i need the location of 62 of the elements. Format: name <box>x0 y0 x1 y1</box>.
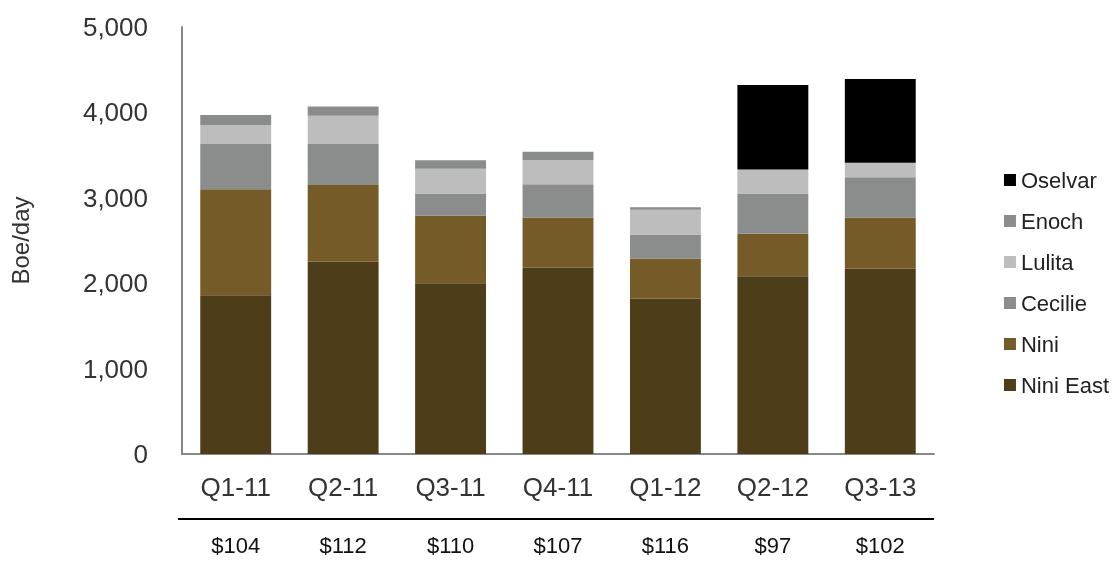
legend-label: Nini <box>1020 331 1059 357</box>
bar <box>200 189 272 296</box>
y-tick-label: 0 <box>133 439 148 469</box>
bar <box>844 268 916 454</box>
bar <box>629 207 701 210</box>
bar <box>844 217 916 269</box>
text: $112 <box>319 532 367 558</box>
text: $110 <box>426 532 475 558</box>
bar <box>200 144 272 190</box>
legend-label: Nini East <box>1020 372 1110 398</box>
x-tick-label: Q2-11 <box>307 472 379 502</box>
x-tick-label: Q1-12 <box>629 472 702 502</box>
bar <box>307 144 379 185</box>
x-tick-label: Q3-13 <box>844 472 917 502</box>
bar <box>307 261 379 454</box>
x-tick-label: Q3-11 <box>415 472 486 502</box>
x-tick-label: Q2-12 <box>736 472 809 502</box>
bar <box>522 151 594 161</box>
text: $102 <box>855 532 905 558</box>
x-tick-label: Q4-11 <box>522 472 594 502</box>
legend-label: Lulita <box>1020 249 1075 275</box>
bar <box>307 106 379 116</box>
bar <box>200 295 272 454</box>
bar <box>629 209 701 235</box>
bar <box>629 234 701 259</box>
bar <box>737 276 809 454</box>
legend-label: Cecilie <box>1020 290 1087 316</box>
bar <box>737 85 809 170</box>
bar <box>415 168 487 194</box>
text: $107 <box>533 532 583 558</box>
bar <box>415 193 487 216</box>
bar <box>415 160 487 169</box>
text: $104 <box>211 532 261 558</box>
bar <box>415 215 487 284</box>
bar <box>844 79 916 163</box>
bar <box>522 217 594 268</box>
legend-label: Oselvar <box>1020 167 1097 193</box>
bar <box>844 177 916 218</box>
y-tick-label: 1,000 <box>82 353 148 384</box>
bar <box>200 125 272 144</box>
bar <box>522 267 594 454</box>
bar <box>629 258 701 299</box>
y-axis-title: Boe/day <box>6 196 34 285</box>
bar <box>200 114 272 126</box>
y-tick-label: 3,000 <box>82 182 148 213</box>
y-tick-label: 5,000 <box>82 12 148 42</box>
bar <box>307 115 379 144</box>
y-tick-label: 4,000 <box>82 97 148 128</box>
bar <box>522 160 594 185</box>
text: $97 <box>754 532 792 558</box>
bar <box>307 184 379 262</box>
bar <box>629 298 701 454</box>
bar <box>737 193 809 234</box>
bar <box>522 184 594 218</box>
y-tick-label: 2,000 <box>82 268 148 299</box>
bar <box>415 283 487 454</box>
bar <box>737 233 809 277</box>
text: $116 <box>641 532 690 558</box>
legend-label: Enoch <box>1020 208 1084 234</box>
x-tick-label: Q1-11 <box>200 472 271 502</box>
bar <box>737 169 809 194</box>
bar <box>844 162 916 178</box>
